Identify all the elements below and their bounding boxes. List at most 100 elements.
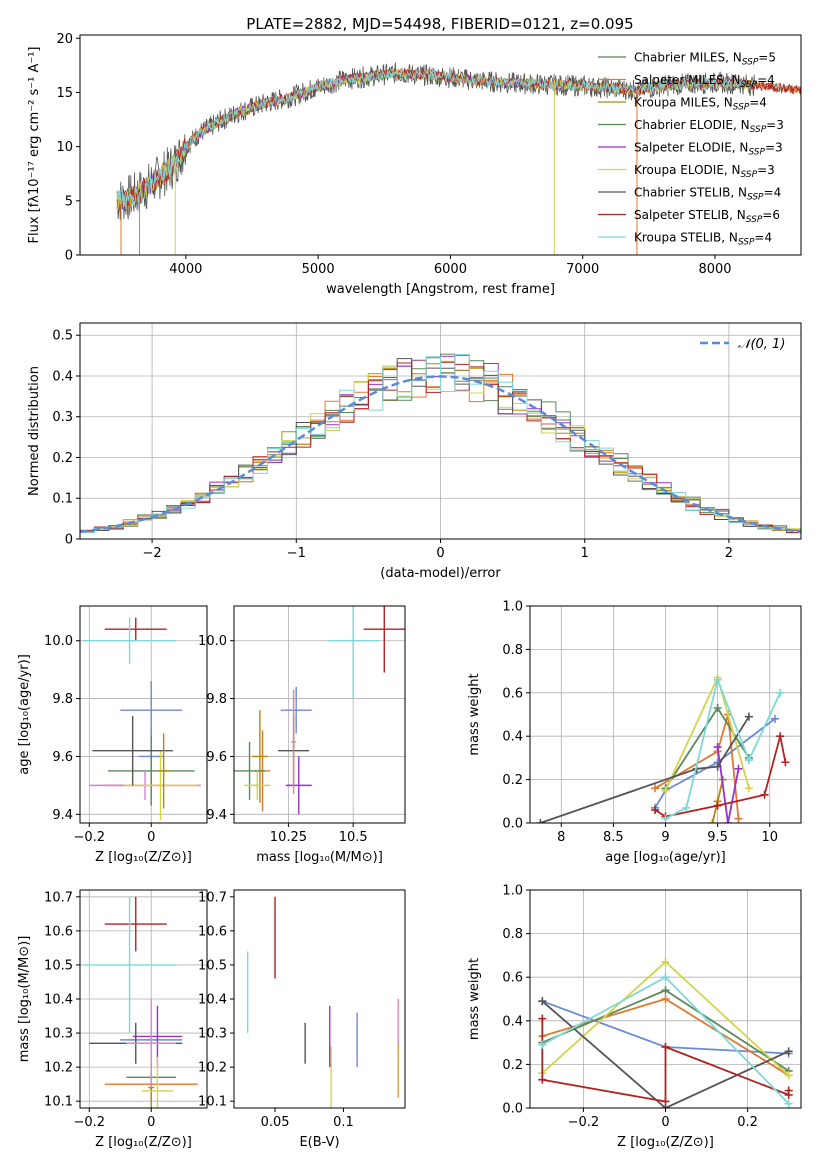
y-tick-label: 10.3	[44, 1027, 73, 1042]
x-tick-label: 4000	[169, 262, 202, 277]
legend-series-name: Salpeter MILES	[634, 73, 724, 87]
x-tick-label: −0.2	[568, 1115, 600, 1130]
data-point	[661, 995, 670, 1003]
y-tick-label: 0.2	[52, 451, 73, 466]
data-point	[784, 1047, 793, 1056]
data-point	[781, 758, 790, 767]
x-tick-label: 8000	[698, 262, 731, 277]
data-point	[776, 732, 785, 741]
y-axis-label: age [log₁₀(age/yr)]	[17, 654, 32, 775]
y-tick-label: 0.2	[502, 773, 523, 788]
data-point	[538, 1014, 547, 1023]
y-axis-label: mass weight	[467, 958, 482, 1040]
x-tick-label: 1	[581, 546, 589, 561]
spectrum-line	[116, 68, 755, 210]
legend-nssp: 6	[772, 208, 780, 222]
mass-weight-series	[716, 746, 740, 823]
data-point	[776, 688, 785, 697]
y-tick-label: 10.0	[44, 634, 73, 649]
data-point	[744, 756, 753, 765]
legend-nssp: 4	[759, 96, 767, 110]
mass-weight-series	[540, 716, 750, 823]
legend-label: Chabrier ELODIE, NSSP=3	[634, 118, 784, 135]
y-tick-label: 0.3	[52, 410, 73, 425]
legend-series-name: Kroupa ELODIE	[634, 163, 724, 177]
legend-label: Kroupa ELODIE, NSSP=3	[634, 163, 775, 180]
y-tick-label: 10.5	[44, 958, 73, 973]
data-point	[661, 986, 670, 995]
y-tick-label: 10.7	[198, 890, 227, 905]
axes-frame	[79, 605, 208, 824]
x-tick-label: 0	[436, 546, 444, 561]
legend-label: Salpeter ELODIE, NSSP=3	[634, 141, 783, 158]
y-tick-label: 10.1	[198, 1095, 227, 1110]
data-point	[744, 712, 753, 721]
x-tick-label: 9	[661, 830, 669, 845]
legend-series-name: Chabrier MILES	[634, 51, 725, 65]
x-axis-label: (data-model)/error	[380, 566, 501, 581]
x-axis-label: Z [log₁₀(Z/Z⊙)]	[95, 850, 192, 865]
data-point	[661, 814, 670, 823]
legend-nssp: 3	[776, 118, 784, 132]
x-tick-label: 0.1	[333, 1115, 354, 1130]
data-point	[784, 1099, 793, 1108]
legend-series-name: Chabrier ELODIE	[634, 118, 733, 132]
legend-series-name: Salpeter ELODIE	[634, 141, 732, 155]
y-axis-label: mass weight	[467, 673, 482, 755]
spectrum-panel: 4000 5000 6000 7000 8000 0 5 10 15 20 wavelength […	[27, 32, 802, 297]
x-tick-label: 0	[147, 830, 155, 845]
y-tick-label: 0.4	[52, 369, 73, 384]
legend-label: Chabrier MILES, NSSP=5	[634, 51, 776, 68]
plot-area	[80, 353, 801, 534]
legend-series-name: Chabrier STELIB	[634, 186, 730, 200]
mass-weight-series	[654, 714, 740, 819]
data-point	[536, 819, 545, 823]
x-tick-label: 8	[557, 830, 565, 845]
x-axis-label: wavelength [Angstrom, rest frame]	[326, 282, 555, 297]
x-tick-label: 0	[661, 1115, 669, 1130]
x-tick-label: 0.2	[737, 1115, 758, 1130]
plot-area	[83, 896, 198, 1108]
y-tick-label: 5	[65, 194, 73, 209]
y-tick-label: 0.6	[502, 971, 523, 986]
x-axis-label: Z [log₁₀(Z/Z⊙)]	[95, 1135, 192, 1150]
data-point	[770, 714, 779, 723]
x-tick-label: −1	[287, 546, 306, 561]
y-tick-label: 0.0	[502, 1102, 523, 1117]
y-tick-label: 0.6	[502, 686, 523, 701]
x-tick-label: 6000	[434, 262, 467, 277]
plot-area	[538, 957, 793, 1108]
y-tick-label: 0.2	[502, 1058, 523, 1073]
legend-label: Kroupa MILES, NSSP=4	[634, 96, 767, 113]
y-tick-label: 10.4	[198, 993, 227, 1008]
age-vs-Z-panel: −0.2 0 9.4 9.6 9.8 10.0 Z [log₁₀(Z/Z⊙)] age [lo…	[17, 605, 208, 865]
legend-label: Chabrier STELIB, NSSP=4	[634, 186, 781, 203]
legend-nssp: 4	[764, 231, 772, 245]
data-point	[651, 805, 660, 814]
y-tick-label: 1.0	[502, 600, 523, 615]
axes-frame	[79, 34, 802, 256]
data-point	[713, 801, 722, 810]
legend-nssp: 5	[768, 51, 776, 65]
legend-series-name: Kroupa STELIB	[634, 231, 721, 245]
y-tick-label: 0.8	[502, 643, 523, 658]
y-tick-label: 10.6	[198, 924, 227, 939]
data-point	[661, 973, 670, 982]
y-tick-label: 10.3	[198, 1027, 227, 1042]
mass-weight-vs-Z-panel: −0.2 0 0.2 0.0 0.2 0.4 0.6 0.8 1.0 Z [log₁₀(Z/Z⊙)…	[467, 884, 802, 1150]
legend-series-name: Salpeter STELIB	[634, 208, 729, 222]
legend-label: Salpeter MILES, NSSP=4	[634, 73, 775, 90]
x-tick-label: −0.2	[74, 1115, 106, 1130]
x-tick-label: 9.5	[707, 830, 728, 845]
legend-label: Kroupa STELIB, NSSP=4	[634, 231, 772, 248]
data-point	[713, 703, 722, 712]
mass-vs-ebv-panel: 0.05 0.1 10.1 10.2 10.3 10.4 10.5 10.6 10.7 E(B-V…	[198, 889, 406, 1150]
x-tick-label: 8.5	[603, 830, 624, 845]
y-tick-label: 0.4	[502, 730, 523, 745]
y-tick-label: 0	[65, 249, 73, 264]
plot-area	[116, 62, 801, 255]
data-point	[682, 803, 691, 812]
plot-area	[234, 606, 405, 815]
y-axis-label: Flux [fλ10⁻¹⁷ erg cm⁻² s⁻¹ A⁻¹]	[27, 47, 42, 244]
